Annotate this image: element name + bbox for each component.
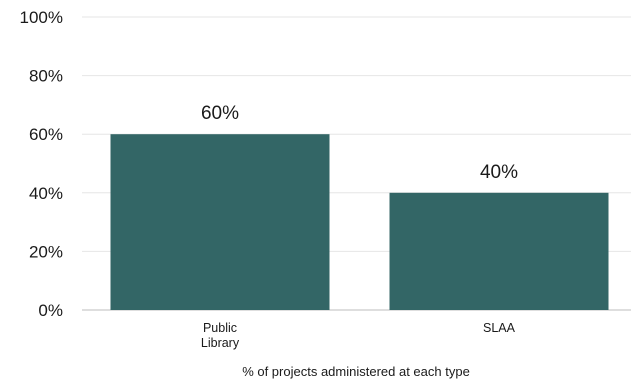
x-tick-label: Public Library	[201, 321, 240, 350]
y-tick-label: 100%	[20, 8, 63, 27]
bar-slaa	[389, 192, 609, 310]
y-axis-tick-labels: 0% 20% 40% 60% 80% 100%	[20, 8, 63, 320]
data-labels: 60% 40%	[201, 103, 518, 183]
y-tick-label: 20%	[29, 242, 63, 261]
y-tick-label: 0%	[38, 301, 63, 320]
bars	[110, 134, 609, 310]
x-axis-title: % of projects administered at each type	[242, 364, 470, 379]
data-label: 40%	[480, 162, 518, 183]
bar-public-library	[110, 134, 330, 310]
y-tick-label: 40%	[29, 184, 63, 203]
y-tick-label: 60%	[29, 125, 63, 144]
x-tick-label: SLAA	[483, 321, 516, 335]
y-tick-label: 80%	[29, 67, 63, 86]
x-axis-category-labels: Public Library SLAA	[201, 321, 516, 350]
data-label: 60%	[201, 103, 239, 124]
